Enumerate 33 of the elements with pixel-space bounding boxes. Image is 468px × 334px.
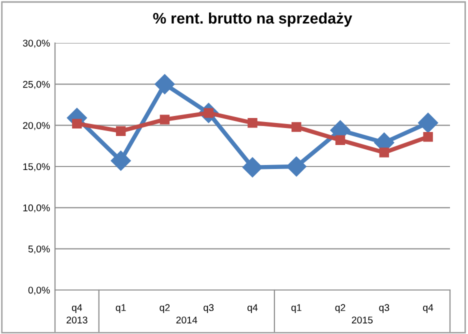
y-tick-label: 5,0%: [28, 246, 50, 254]
point: [248, 118, 258, 128]
point: [286, 156, 306, 177]
x-tick-label: q2: [160, 304, 170, 313]
y-tick-label: 20,0%: [23, 122, 50, 130]
chart-title: % rent. brutto na sprzedaży: [153, 12, 352, 27]
point: [160, 114, 170, 124]
point: [154, 74, 175, 94]
x-tick-label: q4: [423, 304, 434, 313]
text: 2014: [176, 316, 198, 324]
y-tick-label: 0,0%: [28, 286, 50, 295]
x-tick-label: q2: [335, 304, 346, 313]
point: [116, 126, 126, 136]
y-tick-label: 15,0%: [23, 163, 50, 172]
point: [110, 150, 131, 171]
point: [418, 112, 438, 133]
x-tick-label: q1: [291, 304, 302, 313]
point: [72, 118, 82, 129]
point: [292, 122, 302, 132]
y-tick-label: 30,0%: [22, 40, 50, 48]
text: 2015: [352, 316, 373, 324]
x-tick-label: q1: [116, 304, 126, 313]
y-tick-label: 25,0%: [23, 80, 50, 89]
x-tick-label: q3: [204, 304, 214, 313]
point: [335, 135, 346, 146]
text: 2013: [66, 316, 88, 324]
x-tick-label: q4: [248, 304, 258, 313]
point: [423, 132, 433, 142]
x-tick-label: q3: [379, 304, 390, 313]
x-tick-label: q4: [72, 304, 82, 313]
y-tick-label: 10,0%: [23, 204, 50, 212]
point: [242, 157, 263, 178]
point: [379, 148, 390, 158]
